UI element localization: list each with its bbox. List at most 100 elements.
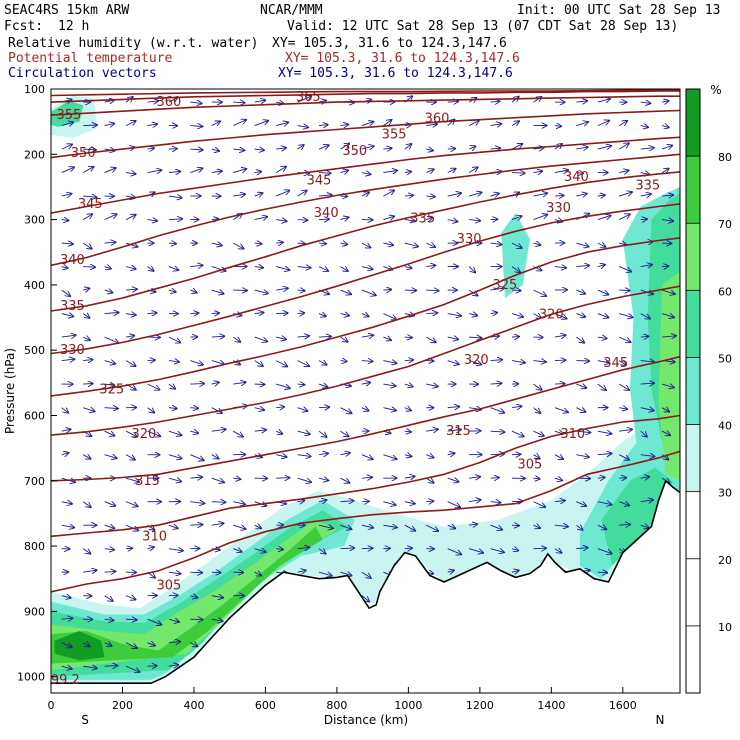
colorbar-band-50 [686, 290, 700, 358]
circulation-vector-408 [104, 430, 115, 436]
circulation-vector-609 [61, 596, 71, 598]
colorbar-label-60: 60 [718, 285, 732, 298]
circulation-vector-528 [190, 525, 202, 526]
colorbar-band-70 [686, 156, 700, 224]
circulation-vector-199 [597, 243, 606, 247]
field-rh-xy: XY= 105.3, 31.6 to 124.3,147.6 [272, 36, 507, 51]
circulation-vector-49 [490, 124, 502, 126]
contour-label-6: 350 [342, 144, 367, 159]
circulation-vector-484 [490, 478, 499, 479]
circulation-vector-574 [554, 549, 562, 553]
circulation-vector-82 [576, 147, 587, 149]
circulation-vector-232 [61, 289, 70, 296]
circulation-vector-363 [383, 384, 395, 386]
circulation-vector-247 [383, 290, 391, 291]
circulation-vector-116 [61, 194, 72, 196]
circulation-vector-411 [168, 430, 182, 435]
circulation-vector-389 [318, 407, 329, 408]
circulation-vector-311 [511, 337, 519, 338]
org-label: NCAR/MMM [260, 3, 323, 18]
contour-label-18: 320 [539, 307, 564, 322]
circulation-vector-167 [533, 215, 548, 221]
circulation-vector-105 [447, 169, 456, 173]
plot-area: 360 365 355 360 350 355 350 345 345 340 335 340 340 3… [51, 89, 680, 693]
circulation-vector-108 [511, 173, 525, 174]
circulation-vector-106 [468, 167, 478, 173]
circulation-vector-422 [404, 431, 411, 432]
circulation-vector-280 [468, 314, 477, 316]
circulation-vector-56 [640, 126, 648, 128]
circulation-vector-281 [490, 313, 498, 314]
theta-contour-350 [51, 109, 680, 159]
circulation-vector-256 [576, 290, 585, 294]
circulation-vector-267 [190, 313, 198, 314]
circulation-vector-30 [83, 125, 97, 126]
circulation-vector-378 [83, 408, 94, 412]
circulation-vector-189 [383, 243, 393, 245]
circulation-vector-463 [661, 455, 668, 460]
circulation-vector-79 [511, 144, 522, 150]
terrain-outline [51, 479, 680, 685]
circulation-vector-471 [211, 477, 224, 482]
circulation-vector-288 [640, 313, 650, 319]
circulation-vector-398 [511, 406, 522, 408]
circulation-vector-306 [404, 337, 412, 338]
circulation-vector-249 [426, 290, 438, 291]
circulation-vector-84 [618, 143, 629, 150]
circulation-vector-346 [640, 361, 654, 362]
circulation-vector-147 [104, 214, 117, 221]
circulation-vector-509 [404, 502, 415, 504]
circulation-vector-495 [104, 502, 116, 506]
contour-label-16: 325 [492, 278, 517, 293]
circulation-vector-393 [404, 408, 411, 411]
circulation-vector-341 [533, 361, 546, 362]
contour-label-24: 315 [446, 424, 471, 439]
circulation-vector-472 [233, 478, 240, 479]
circulation-vector-6 [190, 102, 201, 103]
contour-label-9: 340 [564, 170, 589, 185]
circulation-vector-29 [61, 122, 73, 125]
circulation-vector-257 [597, 289, 609, 295]
circulation-vector-486 [533, 478, 540, 479]
circulation-vector-127 [297, 191, 307, 197]
circulation-vector-640 [104, 619, 114, 620]
circulation-vector-342 [554, 360, 566, 361]
circulation-vector-553 [104, 549, 115, 550]
circulation-vector-638 [61, 618, 73, 619]
circulation-vector-101 [361, 173, 371, 175]
colorbar-label-50: 50 [718, 352, 732, 365]
circulation-vector-403 [619, 408, 627, 409]
circulation-vector-71 [340, 144, 350, 150]
circulation-vector-155 [276, 220, 286, 222]
circulation-vector-391 [361, 408, 369, 411]
circulation-vector-242 [276, 288, 288, 290]
circulation-vector-461 [618, 454, 629, 460]
circulation-vector-559 [233, 549, 241, 552]
circulation-vector-274 [340, 314, 350, 316]
circulation-vector-572 [511, 549, 518, 551]
circulation-vector-387 [276, 407, 284, 408]
circulation-vector-214 [297, 267, 311, 268]
circulation-vector-172 [640, 219, 647, 220]
circulation-vector-254 [533, 289, 547, 296]
circulation-vector-213 [276, 267, 289, 271]
circulation-vector-350 [104, 384, 115, 385]
circulation-vector-87 [61, 167, 74, 174]
init-time: Init: 00 UTC Sat 28 Sep 13 [517, 3, 721, 18]
circulation-vector-448 [340, 453, 350, 455]
contour-label-3: 360 [425, 111, 450, 126]
circulation-vector-11 [297, 96, 312, 103]
circulation-vector-623 [361, 595, 369, 602]
circulation-vector-601 [511, 570, 519, 572]
circulation-vector-500 [211, 502, 226, 503]
x-tick-label-400: 400 [183, 699, 204, 712]
circulation-vector-376 [661, 384, 674, 387]
circulation-vector-191 [426, 243, 435, 247]
circulation-vector-150 [168, 219, 182, 220]
contour-label-29: 305 [156, 578, 181, 593]
circulation-vector-645 [211, 619, 223, 621]
circulation-vector-386 [254, 408, 264, 410]
circulation-vector-85 [640, 148, 654, 149]
contour-label-30: 99.2 [51, 673, 80, 688]
y-tick-label-900: 900 [24, 605, 45, 618]
